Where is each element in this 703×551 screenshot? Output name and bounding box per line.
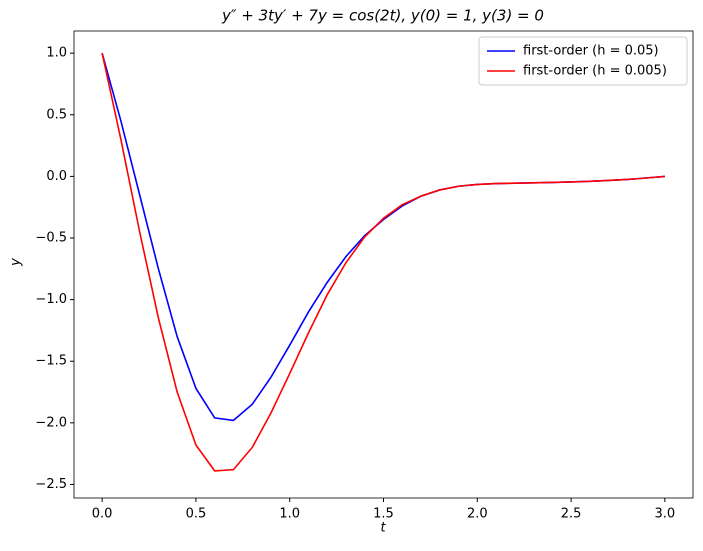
y-tick-label: 0.5	[46, 107, 67, 122]
y-tick-label: 1.0	[46, 46, 67, 61]
x-tick-label: 1.5	[373, 507, 394, 522]
legend-box	[478, 36, 688, 86]
chart-title: y″ + 3ty′ + 7y = cos(2t), y(0) = 1, y(3)…	[221, 7, 544, 25]
y-axis-label: y	[9, 258, 24, 267]
x-tick-label: 0.0	[92, 507, 113, 522]
x-tick-label: 2.0	[467, 507, 488, 522]
x-axis-label: t	[380, 521, 386, 536]
y-tick-label: 0.0	[46, 169, 67, 184]
y-tick-label: −0.5	[35, 231, 67, 246]
y-tick-label: −1.0	[35, 292, 67, 307]
x-tick-label: 0.5	[186, 507, 207, 522]
plot-frame	[73, 30, 694, 499]
line-series	[101, 52, 665, 422]
x-tick-label: 1.0	[279, 507, 300, 522]
x-tick-label: 3.0	[655, 507, 676, 522]
y-tick-label: −2.0	[35, 415, 67, 430]
legend-label: first-order (h = 0.05)	[523, 44, 659, 59]
legend-label: first-order (h = 0.005)	[523, 64, 667, 79]
x-tick-label: 2.5	[561, 507, 582, 522]
y-tick-label: −1.5	[35, 354, 67, 369]
y-tick-label: −2.5	[35, 477, 67, 492]
line-series	[101, 53, 665, 472]
